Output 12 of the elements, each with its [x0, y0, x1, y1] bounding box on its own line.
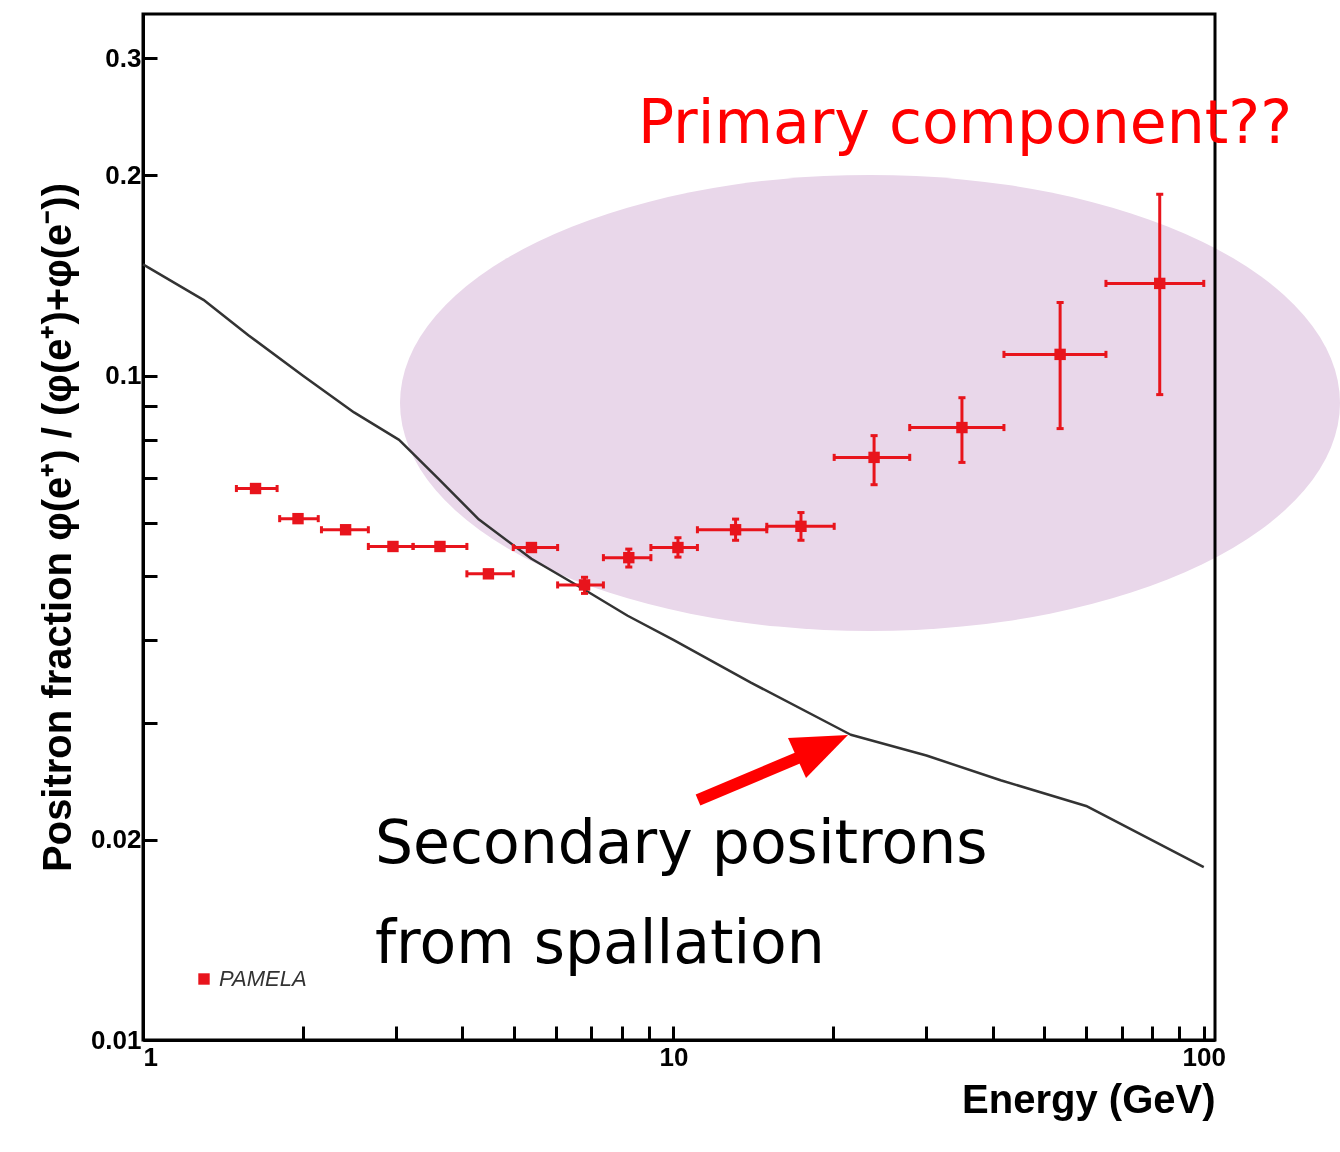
x-tick-label: 1 [143, 1041, 158, 1072]
legend-label: PAMELA [219, 966, 307, 991]
x-tick-label: 100 [1182, 1041, 1226, 1072]
x-axis-title: Energy (GeV) [962, 1076, 1216, 1121]
annotation: Secondary positrons from spallation [375, 807, 988, 977]
y-tick-label: 0.1 [105, 360, 142, 391]
y-tick-label: 0.2 [105, 159, 142, 190]
x-tick-label: 10 [659, 1041, 689, 1072]
y-axis-title: Positron fraction φ(e⁺) / (φ(e⁺)+φ(e⁻)) [34, 183, 79, 872]
y-tick-label: 0.3 [105, 42, 142, 73]
y-tick-label: 0.02 [90, 824, 142, 855]
y-tick-label: 0.01 [90, 1024, 142, 1055]
